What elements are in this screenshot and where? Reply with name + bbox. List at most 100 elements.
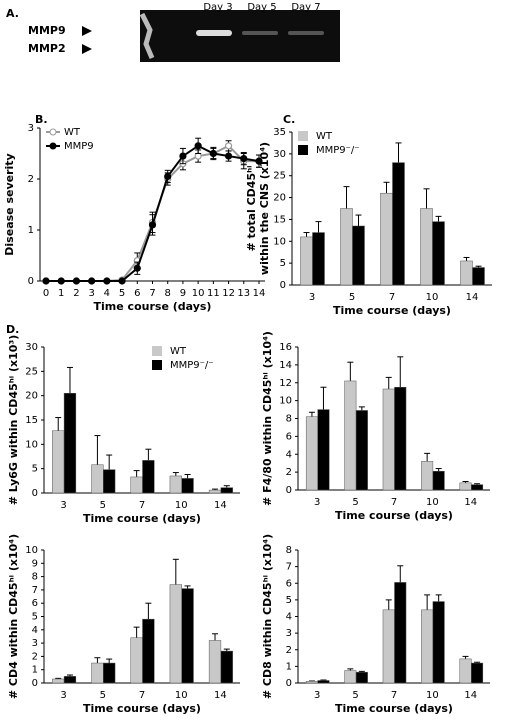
point — [150, 222, 156, 228]
error-bar — [397, 357, 403, 387]
y-tick-label: 0 — [280, 280, 286, 291]
bar — [64, 393, 76, 493]
bar — [64, 676, 76, 683]
legend-label: WT — [170, 346, 187, 357]
x-tick-label: 7 — [139, 690, 145, 701]
error-bar — [134, 471, 140, 477]
y-tick-label: 14 — [279, 360, 292, 371]
error-bar — [436, 216, 442, 221]
x-tick-label: 1 — [58, 288, 64, 299]
y-tick-label: 0 — [32, 678, 38, 689]
y-axis-label: # Ly6G within CD45ʰⁱ (x10³) — [7, 335, 20, 505]
y-tick-label: 7 — [32, 585, 38, 596]
bar — [383, 389, 395, 490]
x-tick-label: 10 — [175, 690, 188, 701]
x-tick-label: 14 — [214, 690, 227, 701]
y-tick-label: 2 — [286, 467, 292, 478]
bar — [421, 610, 433, 683]
y-tick-label: 1 — [32, 665, 38, 676]
gel: MMP9 MMP2 Day 3 Day 5 Day 7 — [28, 2, 340, 62]
legend-label: MMP9⁻/⁻ — [316, 145, 360, 156]
x-tick-label: 5 — [352, 497, 358, 508]
error-bar — [309, 412, 315, 416]
bar — [103, 663, 115, 683]
error-bar — [224, 486, 230, 488]
y-axis-label: Disease severity — [3, 153, 16, 255]
x-axis-label: Time course (days) — [83, 702, 201, 715]
x-tick-label: 10 — [175, 500, 188, 511]
bar — [318, 681, 330, 683]
y-tick-label: 15 — [273, 214, 286, 225]
y-tick-label: 2 — [32, 651, 38, 662]
x-tick-label: 2 — [73, 288, 79, 299]
panel-label: D. — [6, 323, 19, 336]
error-bar — [55, 418, 61, 431]
bar — [383, 610, 395, 683]
bar — [471, 485, 483, 490]
point — [210, 151, 216, 157]
y-axis-label: # total CD45ʰⁱ — [245, 165, 258, 251]
error-bar — [386, 600, 392, 610]
error-bar — [464, 257, 470, 260]
legend-swatch — [152, 346, 162, 356]
bar — [353, 226, 365, 285]
bar — [318, 410, 330, 490]
y-tick-label: 5 — [280, 258, 286, 269]
x-tick-label: 7 — [389, 292, 395, 303]
bar — [306, 681, 318, 683]
x-tick-label: 14 — [214, 500, 227, 511]
x-tick-label: 3 — [314, 690, 320, 701]
error-bar — [424, 189, 430, 209]
y-tick-label: 2 — [286, 645, 292, 656]
x-axis-label: Time course (days) — [83, 512, 201, 525]
bar — [356, 410, 368, 490]
legend-swatch — [298, 131, 308, 141]
x-tick-label: 5 — [100, 500, 106, 511]
x-tick-label: 14 — [464, 690, 477, 701]
panel-label: B. — [35, 113, 48, 126]
point — [89, 278, 95, 284]
bar — [421, 461, 433, 490]
y-tick-label: 0 — [286, 485, 292, 496]
x-tick-label: 5 — [100, 690, 106, 701]
error-bar — [212, 634, 218, 641]
error-bar — [424, 595, 430, 610]
bar — [170, 585, 182, 683]
error-bar — [396, 143, 402, 163]
y-tick-label: 0 — [28, 276, 34, 287]
legend-label: MMP9⁻/⁻ — [170, 360, 214, 371]
error-bar — [436, 595, 442, 602]
error-bar — [397, 566, 403, 583]
bar — [301, 237, 313, 285]
bar — [170, 476, 182, 493]
point — [226, 153, 232, 159]
bar — [345, 381, 357, 490]
y-tick-label: 0 — [286, 678, 292, 689]
bar — [182, 478, 194, 493]
x-tick-label: 11 — [207, 288, 220, 299]
x-tick-label: 10 — [192, 288, 205, 299]
bar — [356, 672, 368, 683]
bar — [341, 209, 353, 286]
lane-label: Day 7 — [291, 2, 320, 13]
bar — [131, 477, 143, 493]
bar — [92, 465, 104, 493]
x-tick-label: 9 — [180, 288, 186, 299]
lane-label: Day 3 — [203, 2, 232, 13]
bar — [52, 431, 64, 493]
x-tick-label: 8 — [165, 288, 171, 299]
bar — [381, 193, 393, 285]
error-bar — [185, 586, 191, 589]
x-axis-label: Time course (days) — [333, 304, 451, 317]
error-bar — [384, 182, 390, 193]
point — [58, 278, 64, 284]
x-tick-label: 14 — [466, 292, 479, 303]
band-label: MMP2 — [28, 42, 66, 55]
x-axis-label: Time course (days) — [94, 300, 212, 313]
point — [195, 143, 201, 149]
x-tick-label: 5 — [119, 288, 125, 299]
y-tick-label: 2 — [28, 174, 34, 185]
x-tick-label: 14 — [253, 288, 266, 299]
gel-image — [140, 10, 340, 62]
point — [104, 278, 110, 284]
